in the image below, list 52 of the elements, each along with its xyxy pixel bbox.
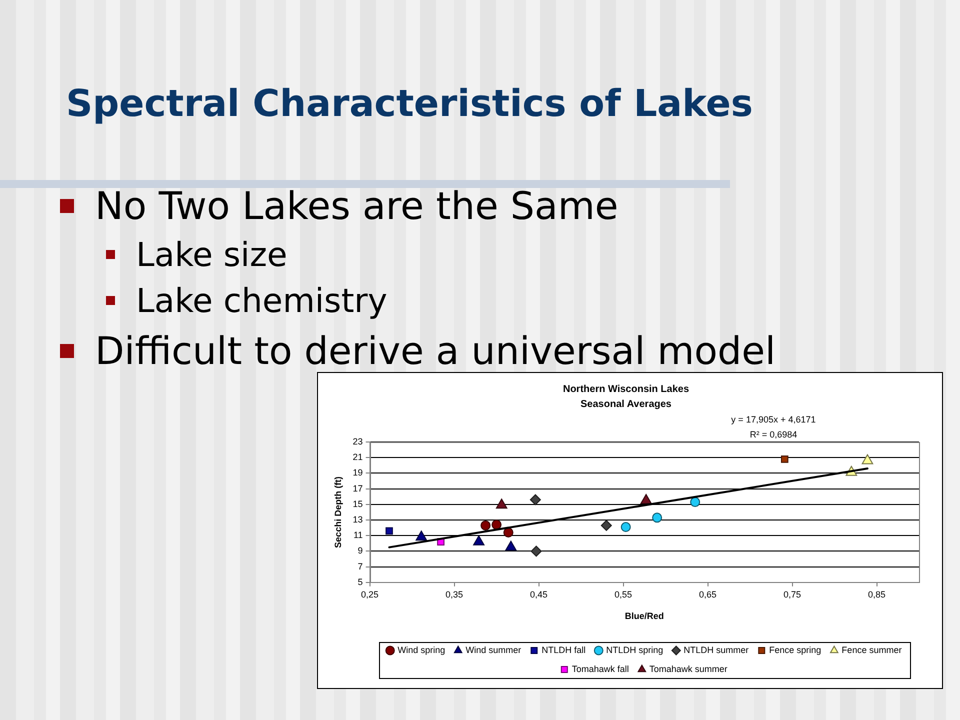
point [480, 520, 491, 530]
legend-label: NTLDH summer [684, 644, 749, 655]
legend-label: Fence summer [842, 644, 902, 655]
legend-label: Wind spring [398, 644, 446, 655]
legend-label: Tomahawk summer [649, 664, 728, 674]
x-tick-label: 0,75 [784, 589, 802, 600]
chart-title: Northern Wisconsin Lakes [562, 384, 690, 395]
point [503, 527, 514, 538]
y-tick-label: 15 [352, 498, 363, 509]
y-tick-label: 11 [353, 530, 363, 540]
legend-label: Tomahawk fall [572, 664, 629, 674]
point [620, 522, 631, 532]
x-tick-label: 0,65 [699, 589, 717, 600]
point [690, 497, 700, 508]
x-tick-label: 0,85 [868, 589, 886, 600]
point [416, 530, 428, 541]
y-tick-label: 13 [352, 514, 363, 524]
legend-label: Fence spring [769, 644, 822, 655]
y-axis-title: Secchi Depth (ft) [332, 476, 343, 548]
point [652, 512, 662, 523]
point [386, 527, 393, 535]
x-tick-label: 0,45 [530, 589, 548, 600]
x-tick-label: 0,55 [614, 589, 632, 600]
y-tick-label: 23 [352, 436, 363, 446]
point [862, 454, 874, 464]
point [492, 520, 502, 530]
y-tick-label: 9 [358, 546, 363, 556]
legend-label: NTLDH fall [542, 644, 586, 655]
y-tick-label: 7 [358, 561, 363, 572]
text: Spectral Characteristics of Lakes [66, 82, 753, 125]
point [496, 498, 508, 509]
point [530, 494, 541, 506]
text: R² = 0,6984 [750, 429, 798, 440]
x-tick-label: 0,35 [446, 589, 464, 600]
y-tick-label: 17 [352, 483, 363, 494]
chart-subtitle: Seasonal Averages [580, 398, 672, 410]
text: y = 17,905x + 4,6171 [731, 414, 816, 424]
x-tick-label: 0,25 [361, 589, 379, 600]
legend-label: Wind summer [466, 644, 522, 655]
text: Lake size [136, 234, 288, 274]
y-tick-label: 19 [352, 468, 363, 478]
y-tick-label: 5 [358, 576, 363, 587]
text: No Two Lakes are the Same [95, 184, 618, 228]
point [640, 494, 652, 504]
x-axis-title: Blue/Red [624, 611, 664, 622]
legend-label: NTLDH spring [606, 644, 664, 655]
point [600, 520, 612, 531]
point [780, 455, 788, 463]
text: Lake chemistry [136, 280, 388, 320]
y-tick-label: 21 [352, 452, 363, 462]
text: Difficult to derive a universal model [95, 329, 776, 373]
point [530, 546, 542, 557]
